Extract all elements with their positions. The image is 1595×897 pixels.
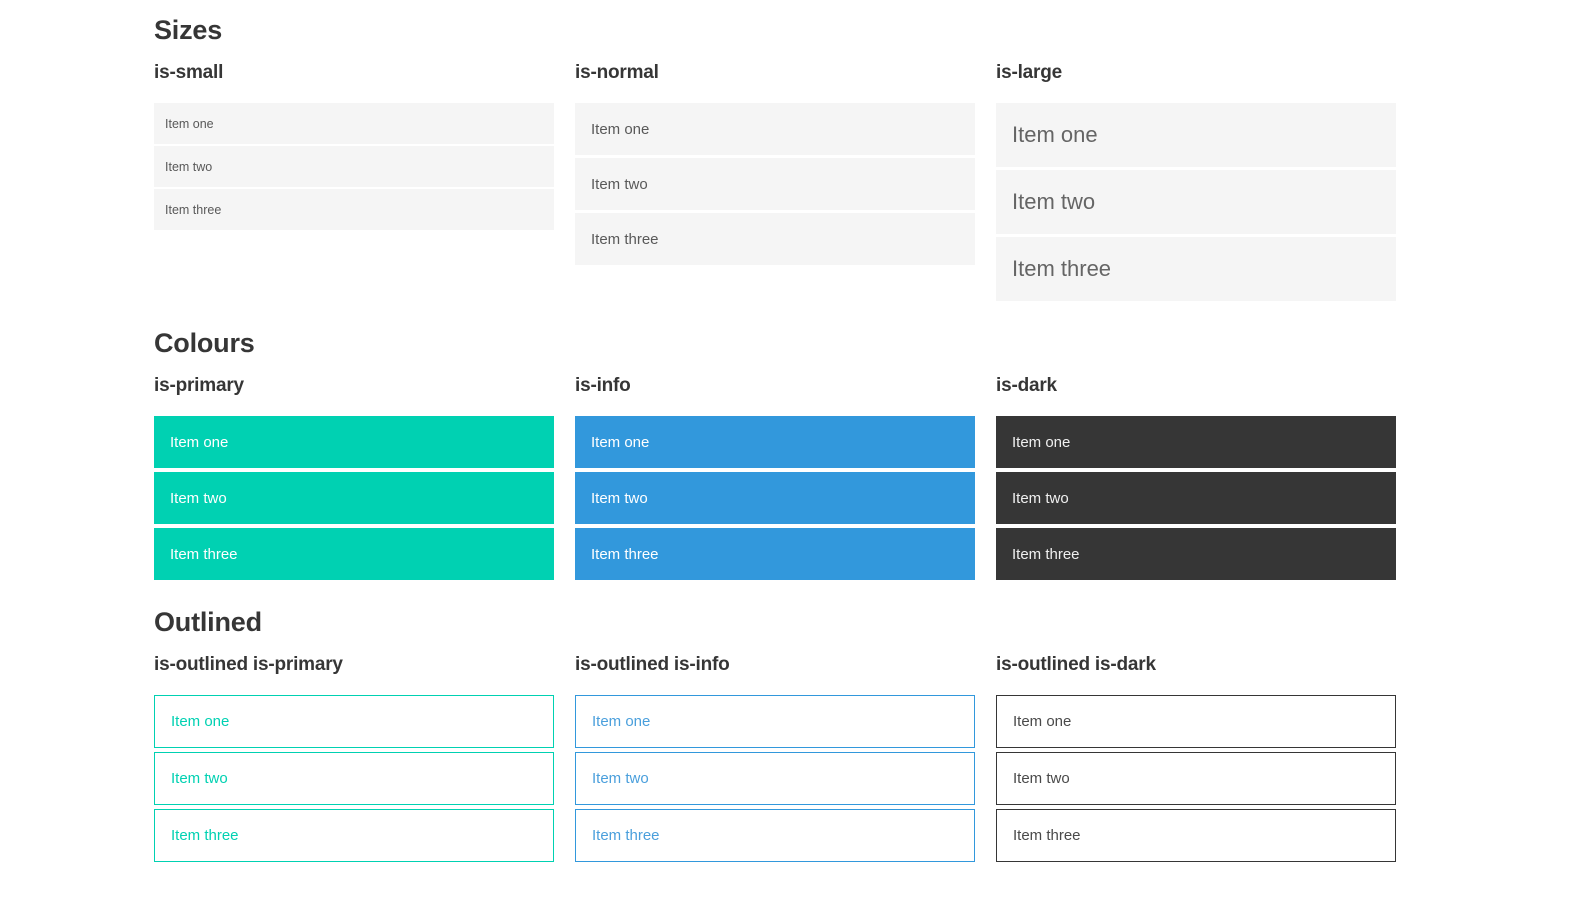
demo-column: is-info Item one Item two Item three	[575, 375, 975, 580]
section-grid: is-primary Item one Item two Item three …	[154, 375, 1595, 580]
list-item[interactable]: Item one	[575, 103, 975, 155]
list-item[interactable]: Item two	[154, 472, 554, 524]
list-item[interactable]: Item one	[996, 103, 1396, 167]
list-item[interactable]: Item two	[575, 752, 975, 805]
demo-section: Outlined is-outlined is-primary Item one…	[154, 606, 1595, 862]
demo-column: is-outlined is-dark Item one Item two It…	[996, 654, 1396, 862]
column-heading: is-small	[154, 62, 224, 83]
demo-column: is-primary Item one Item two Item three	[154, 375, 554, 580]
list-item[interactable]: Item one	[154, 416, 554, 468]
list-item[interactable]: Item three	[996, 237, 1396, 301]
demo-column: is-outlined is-primary Item one Item two…	[154, 654, 554, 862]
section-grid: is-small Item one Item two Item three is…	[154, 62, 1595, 301]
item-list-dark: Item one Item two Item three	[996, 416, 1396, 580]
demo-column: is-outlined is-info Item one Item two It…	[575, 654, 975, 862]
list-item[interactable]: Item two	[996, 752, 1396, 805]
list-item[interactable]: Item three	[996, 528, 1396, 580]
demo-column: is-normal Item one Item two Item three	[575, 62, 975, 265]
column-heading: is-normal	[575, 62, 659, 83]
demo-column: is-large Item one Item two Item three	[996, 62, 1396, 301]
list-item[interactable]: Item one	[154, 103, 554, 144]
item-list-info: Item one Item two Item three	[575, 416, 975, 580]
demo-column: is-dark Item one Item two Item three	[996, 375, 1396, 580]
column-heading: is-outlined is-info	[575, 654, 730, 675]
column-heading: is-primary	[154, 375, 244, 396]
item-list-large: Item one Item two Item three	[996, 103, 1396, 301]
item-list-primary: Item one Item two Item three	[154, 416, 554, 580]
list-item[interactable]: Item two	[575, 158, 975, 210]
section-title: Sizes	[154, 15, 223, 45]
column-heading: is-info	[575, 375, 631, 396]
component-docs-page: Sizes is-small Item one Item two Item th…	[154, 14, 1595, 862]
item-list-outlined-primary: Item one Item two Item three	[154, 695, 554, 862]
list-item[interactable]: Item three	[575, 809, 975, 862]
list-item[interactable]: Item three	[154, 528, 554, 580]
list-item[interactable]: Item two	[996, 170, 1396, 234]
list-item[interactable]: Item three	[575, 528, 975, 580]
column-heading: is-large	[996, 62, 1062, 83]
demo-section: Sizes is-small Item one Item two Item th…	[154, 14, 1595, 301]
column-heading: is-outlined is-dark	[996, 654, 1156, 675]
list-item[interactable]: Item two	[575, 472, 975, 524]
section-grid: is-outlined is-primary Item one Item two…	[154, 654, 1595, 862]
list-item[interactable]: Item one	[996, 416, 1396, 468]
section-title: Colours	[154, 328, 255, 358]
list-item[interactable]: Item three	[154, 809, 554, 862]
column-heading: is-outlined is-primary	[154, 654, 343, 675]
list-item[interactable]: Item one	[996, 695, 1396, 748]
list-item[interactable]: Item one	[154, 695, 554, 748]
column-heading: is-dark	[996, 375, 1057, 396]
item-list-normal: Item one Item two Item three	[575, 103, 975, 265]
item-list-small: Item one Item two Item three	[154, 103, 554, 230]
list-item[interactable]: Item two	[154, 146, 554, 187]
list-item[interactable]: Item three	[154, 189, 554, 230]
list-item[interactable]: Item two	[154, 752, 554, 805]
list-item[interactable]: Item one	[575, 695, 975, 748]
demo-column: is-small Item one Item two Item three	[154, 62, 554, 230]
list-item[interactable]: Item three	[575, 213, 975, 265]
list-item[interactable]: Item two	[996, 472, 1396, 524]
item-list-outlined-dark: Item one Item two Item three	[996, 695, 1396, 862]
demo-section: Colours is-primary Item one Item two Ite…	[154, 327, 1595, 580]
section-title: Outlined	[154, 607, 262, 637]
list-item[interactable]: Item one	[575, 416, 975, 468]
item-list-outlined-info: Item one Item two Item three	[575, 695, 975, 862]
list-item[interactable]: Item three	[996, 809, 1396, 862]
